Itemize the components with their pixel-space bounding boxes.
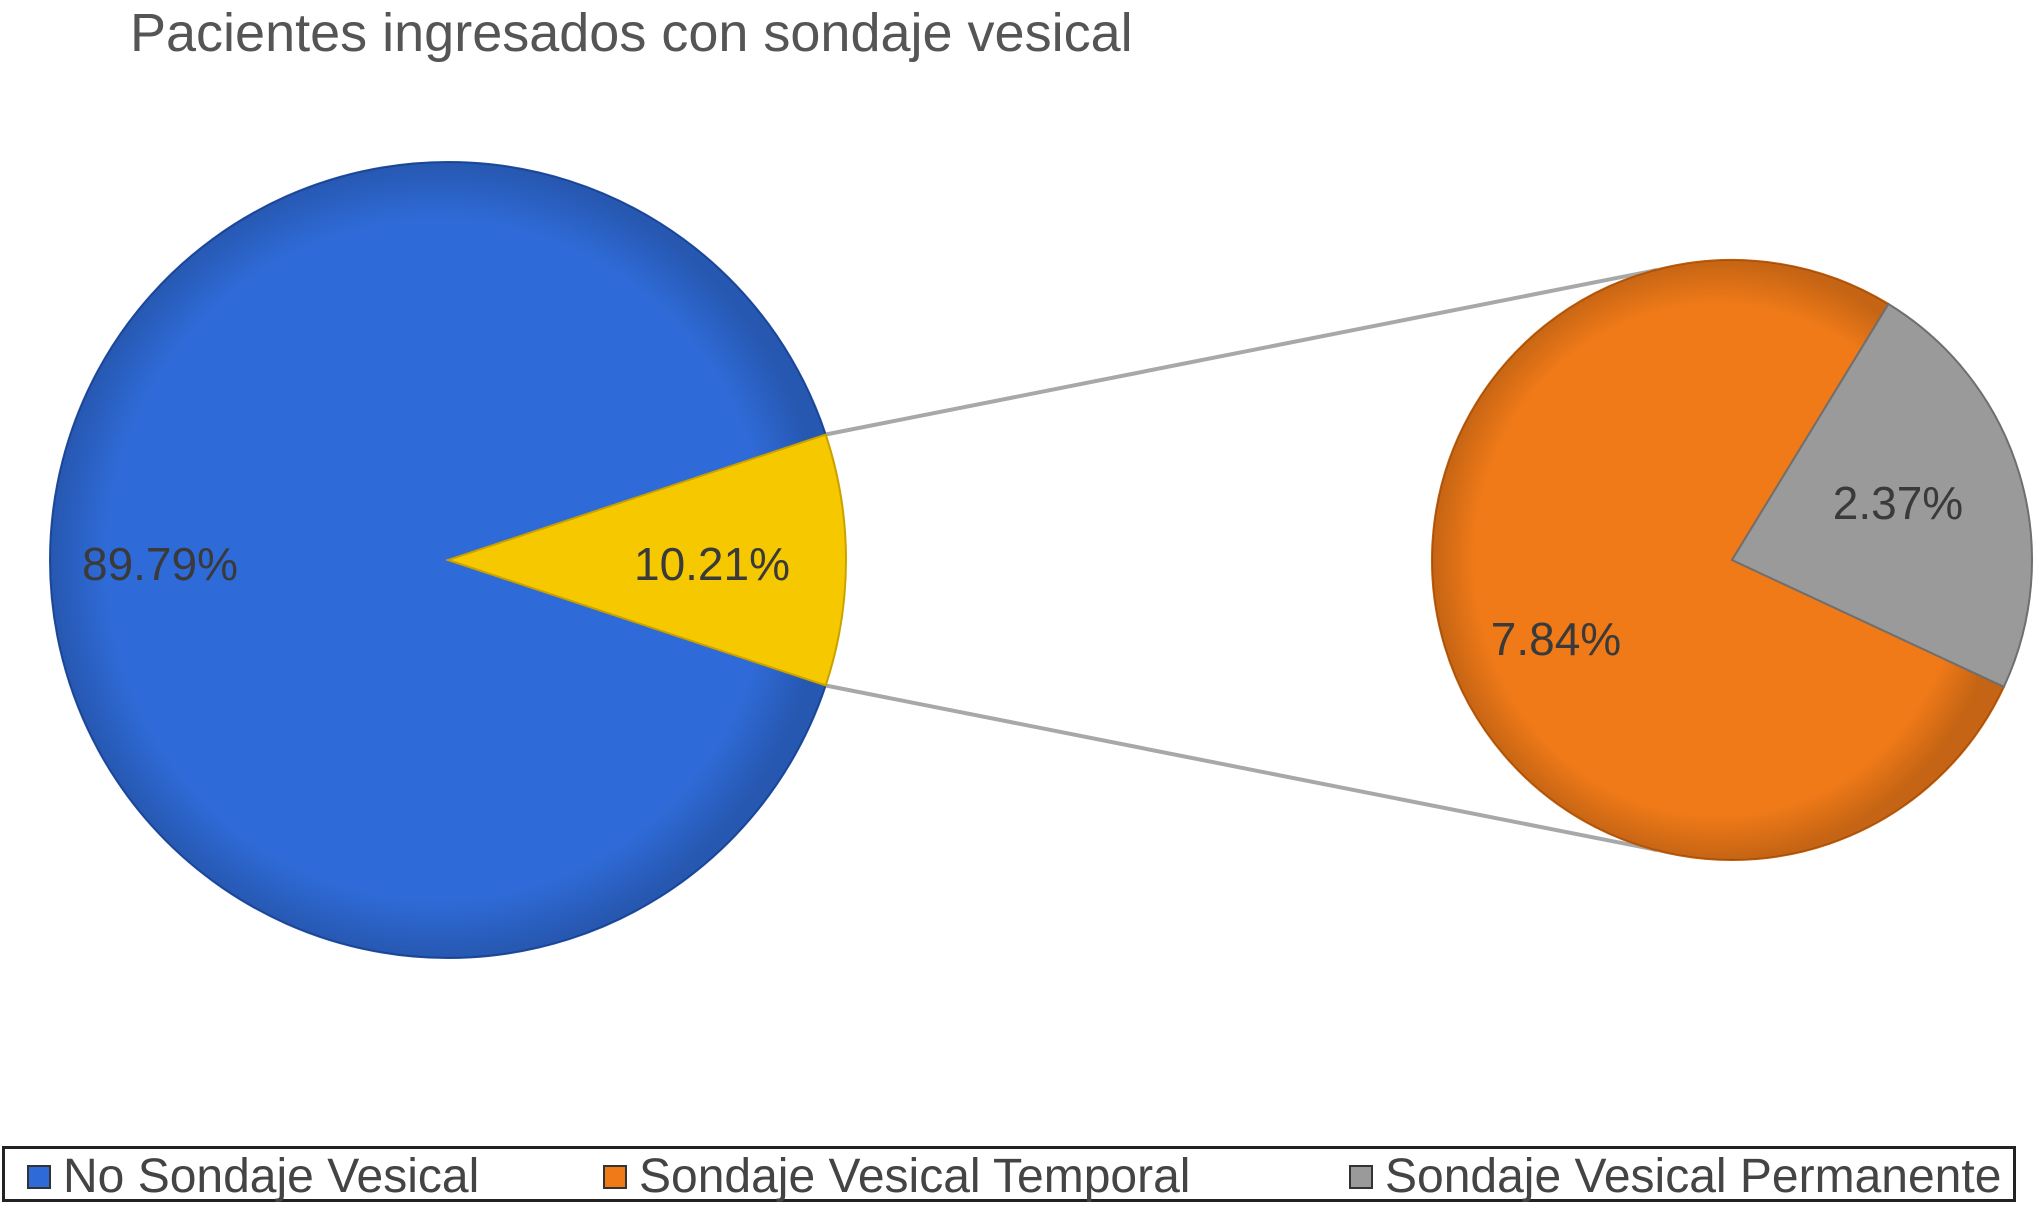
connector-bottom bbox=[825, 683, 1658, 852]
legend-swatch bbox=[1349, 1165, 1373, 1189]
legend-item-temporal: Sondaje Vesical Temporal bbox=[603, 1153, 1190, 1201]
legend: No Sondaje Vesical Sondaje Vesical Tempo… bbox=[2, 1146, 2016, 1202]
legend-label: Sondaje Vesical Permanente bbox=[1385, 1150, 2002, 1203]
main-pie bbox=[49, 161, 847, 959]
label-permanente: 2.37% bbox=[1833, 477, 1963, 529]
chart-title: Pacientes ingresados con sondaje vesical bbox=[130, 3, 1133, 63]
slice-shade bbox=[49, 161, 826, 959]
pie-of-pie-chart: 89.79% 10.21% 7.84% 2.37% bbox=[49, 161, 2033, 959]
connector-top bbox=[825, 268, 1658, 437]
slice-permanente bbox=[1730, 302, 2033, 689]
legend-swatch bbox=[603, 1165, 627, 1189]
legend-swatch bbox=[27, 1165, 51, 1189]
connector-lines bbox=[825, 268, 1658, 852]
legend-label: Sondaje Vesical Temporal bbox=[639, 1150, 1191, 1203]
label-sondaje: 10.21% bbox=[634, 538, 790, 590]
legend-label: No Sondaje Vesical bbox=[63, 1150, 480, 1203]
slice-shade bbox=[1432, 259, 2004, 860]
secondary-pie bbox=[1431, 259, 2033, 861]
legend-item-no-sondaje: No Sondaje Vesical bbox=[27, 1153, 479, 1201]
label-no-sondaje: 89.79% bbox=[82, 538, 238, 590]
legend-item-permanente: Sondaje Vesical Permanente bbox=[1349, 1153, 2001, 1201]
label-temporal: 7.84% bbox=[1491, 613, 1621, 665]
slice-sondaje bbox=[444, 433, 847, 687]
data-labels: 89.79% 10.21% 7.84% 2.37% bbox=[82, 477, 1963, 665]
